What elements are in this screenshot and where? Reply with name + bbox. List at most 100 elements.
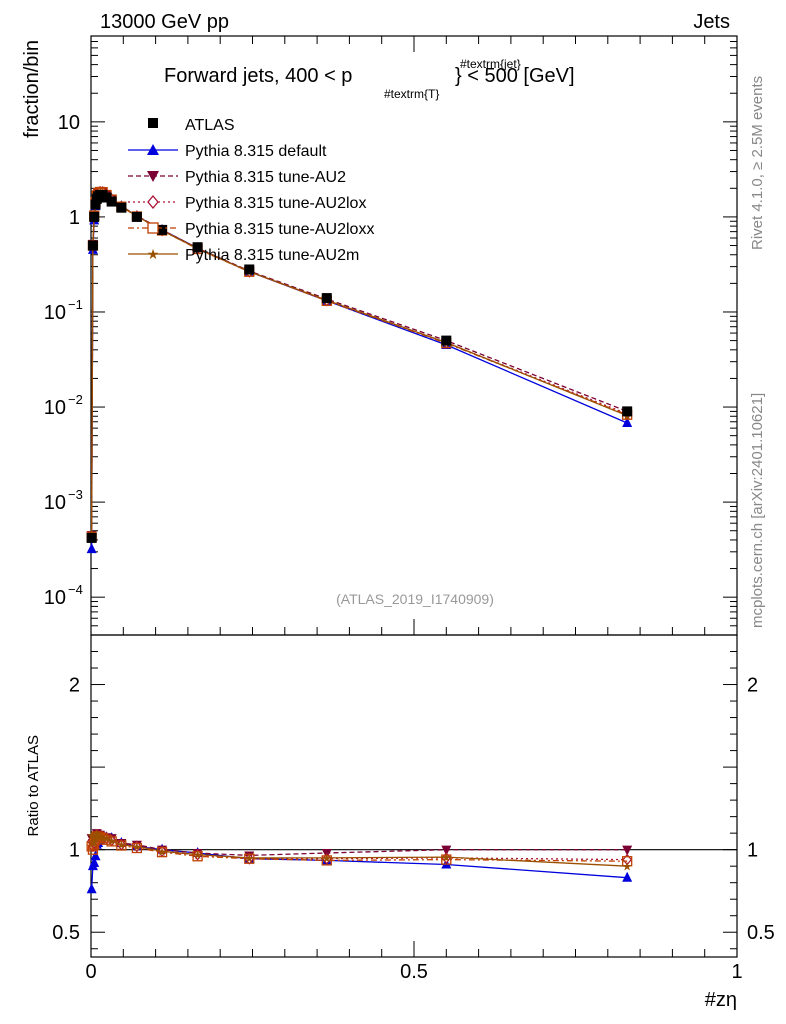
ratio-point-AU2loxx: [131, 842, 143, 854]
ratio-point-AU2m: ★: [321, 851, 332, 865]
x-tick-label: 0.5: [400, 961, 428, 983]
ratio-line-AU2m: [90, 831, 628, 867]
legend-entry-au2: Pythia 8.315 tune-AU2: [128, 169, 346, 186]
ratio-point-AU2m: ★: [441, 851, 452, 865]
rivet-label: Rivet 4.1.0, ≥ 2.5M events: [749, 76, 766, 250]
series-line-AU2lox: [90, 191, 628, 537]
x-axis-label: #zη: [705, 989, 737, 1011]
series-AU2loxx: [86, 186, 633, 543]
series-line-default: [90, 191, 628, 550]
process-label: 13000 GeV pp: [100, 11, 229, 33]
y-axis-label-main: fraction/bin: [21, 40, 43, 138]
legend-entry-atlas: ATLAS: [148, 117, 235, 134]
ratio-point-AU2lox: [622, 853, 632, 866]
data-point-default: [86, 543, 97, 554]
data-series: ★★★★★★★★★★★★★★★★★★: [86, 185, 633, 554]
ratio-line-AU2loxx: [90, 835, 628, 862]
ratio-point-AU2loxx: [192, 851, 203, 862]
title-main: Forward jets, 400 < p: [164, 65, 352, 87]
data-point-ATLAS: [157, 224, 168, 235]
ratio-point-default: [90, 850, 101, 861]
y-tick-exponent-main: −4: [68, 582, 83, 597]
data-point-ATLAS: [116, 202, 127, 213]
series-line-AU2loxx: [90, 191, 628, 538]
plot-title: Forward jets, 400 < p #textrm{T} #textrm…: [164, 57, 575, 101]
y-tick-label-ratio: 2: [69, 675, 80, 697]
title-superscript: #textrm{jet}: [460, 57, 521, 71]
title-end: } < 500 [GeV]: [455, 65, 575, 87]
y-tick-label-main: 10: [58, 112, 80, 134]
legend-label-atlas: ATLAS: [185, 117, 235, 134]
y-tick-label-ratio-right: 1: [747, 840, 758, 862]
ratio-point-AU2loxx: [244, 853, 255, 864]
legend-marker-au2loxx: [147, 222, 159, 234]
ratio-point-AU2loxx: [106, 836, 117, 847]
title-subscript: #textrm{T}: [384, 87, 439, 101]
data-point-ATLAS: [622, 406, 633, 417]
y-tick-label-main: 10: [44, 397, 66, 419]
ratio-series: ★★★★★★★★★★★ ★ ★ ★ ★ ★ ★★: [86, 827, 633, 894]
ratio-point-AU2m: ★: [95, 830, 106, 844]
data-point-ATLAS: [86, 532, 97, 543]
ratio-point-AU2m: ★: [622, 860, 633, 874]
data-point-ATLAS: [192, 242, 203, 253]
mcplots-label: mcplots.cern.ch [arXiv:2401.10621]: [749, 393, 766, 628]
ratio-point-default: [89, 856, 100, 867]
legend-label-au2: Pythia 8.315 tune-AU2: [185, 169, 346, 186]
series-default: [86, 186, 633, 554]
analysis-watermark: (ATLAS_2019_I1740909): [336, 591, 494, 607]
data-point-ATLAS: [101, 192, 112, 203]
ratio-point-AU2m: ★: [86, 828, 97, 842]
legend: ATLAS Pythia 8.315 default Pythia 8.315 …: [128, 117, 374, 264]
ratio-point-AU2loxx: [321, 855, 332, 866]
ratio-point-AU2m: ★: [90, 832, 101, 846]
ratio-point-AU2m: ★: [101, 832, 112, 846]
ratio-point-AU2m: ★: [192, 848, 203, 862]
y-tick-label-ratio-right: 0.5: [747, 922, 775, 944]
y-tick-label-ratio: 0.5: [52, 922, 80, 944]
data-point-ATLAS: [106, 196, 117, 207]
data-point-ATLAS: [441, 335, 452, 346]
y-axis-label-ratio: Ratio to ATLAS: [25, 735, 42, 836]
legend-marker-au2m: ★: [147, 246, 160, 262]
ratio-point-AU2m: ★: [91, 827, 102, 841]
ratio-point-AU2m: ★: [106, 834, 117, 848]
series-AU2m: ★★★★★★★★★★★★★★★★★★: [86, 185, 632, 541]
data-point-ATLAS: [89, 211, 100, 222]
ratio-point-AU2m: ★: [93, 829, 104, 843]
ratio-point-AU2loxx: [441, 854, 452, 865]
ratio-point-AU2m: ★: [157, 845, 168, 859]
legend-label-au2loxx: Pythia 8.315 tune-AU2loxx: [185, 221, 374, 238]
data-point-ATLAS: [321, 293, 332, 304]
legend-entry-au2lox: Pythia 8.315 tune-AU2lox: [128, 194, 366, 212]
ratio-point-AU2m: ★: [88, 837, 99, 851]
y-tick-label-main: 10: [44, 492, 66, 514]
legend-label-au2m: Pythia 8.315 tune-AU2m: [185, 247, 359, 264]
ratio-point-default: [86, 883, 97, 894]
legend-marker-default: [147, 144, 159, 155]
series-ATLAS: [86, 190, 633, 543]
ratio-point-AU2m: ★: [116, 838, 127, 852]
ratio-point-AU2m: ★: [131, 840, 142, 854]
y-tick-label-ratio-right: 2: [747, 675, 758, 697]
y-tick-exponent-main: −2: [68, 392, 83, 407]
y-tick-label-main: 1: [69, 207, 80, 229]
y-tick-label-main: 10: [44, 587, 66, 609]
data-point-ATLAS: [244, 264, 255, 275]
ratio-plot-frame: [90, 634, 738, 958]
ratio-series-AU2m: ★★★★★★★★★★★ ★ ★ ★ ★ ★ ★★: [86, 827, 632, 874]
y-tick-exponent-main: −1: [68, 297, 83, 312]
data-point-default: [622, 416, 633, 427]
y-tick-exponent-main: −3: [68, 487, 83, 502]
legend-label-default: Pythia 8.315 default: [185, 143, 327, 160]
series-line-AU2m: [90, 191, 628, 535]
legend-entry-au2loxx: Pythia 8.315 tune-AU2loxx: [128, 221, 374, 238]
x-tick-label: 0: [85, 961, 96, 983]
ratio-point-AU2: [441, 845, 452, 856]
x-tick-label: 1: [731, 961, 742, 983]
data-point-ATLAS: [131, 211, 142, 222]
data-point-ATLAS: [90, 199, 101, 210]
legend-marker-atlas: [148, 118, 158, 128]
legend-entry-au2m: ★ Pythia 8.315 tune-AU2m: [128, 246, 359, 264]
ratio-point-AU2m: ★: [89, 835, 100, 849]
